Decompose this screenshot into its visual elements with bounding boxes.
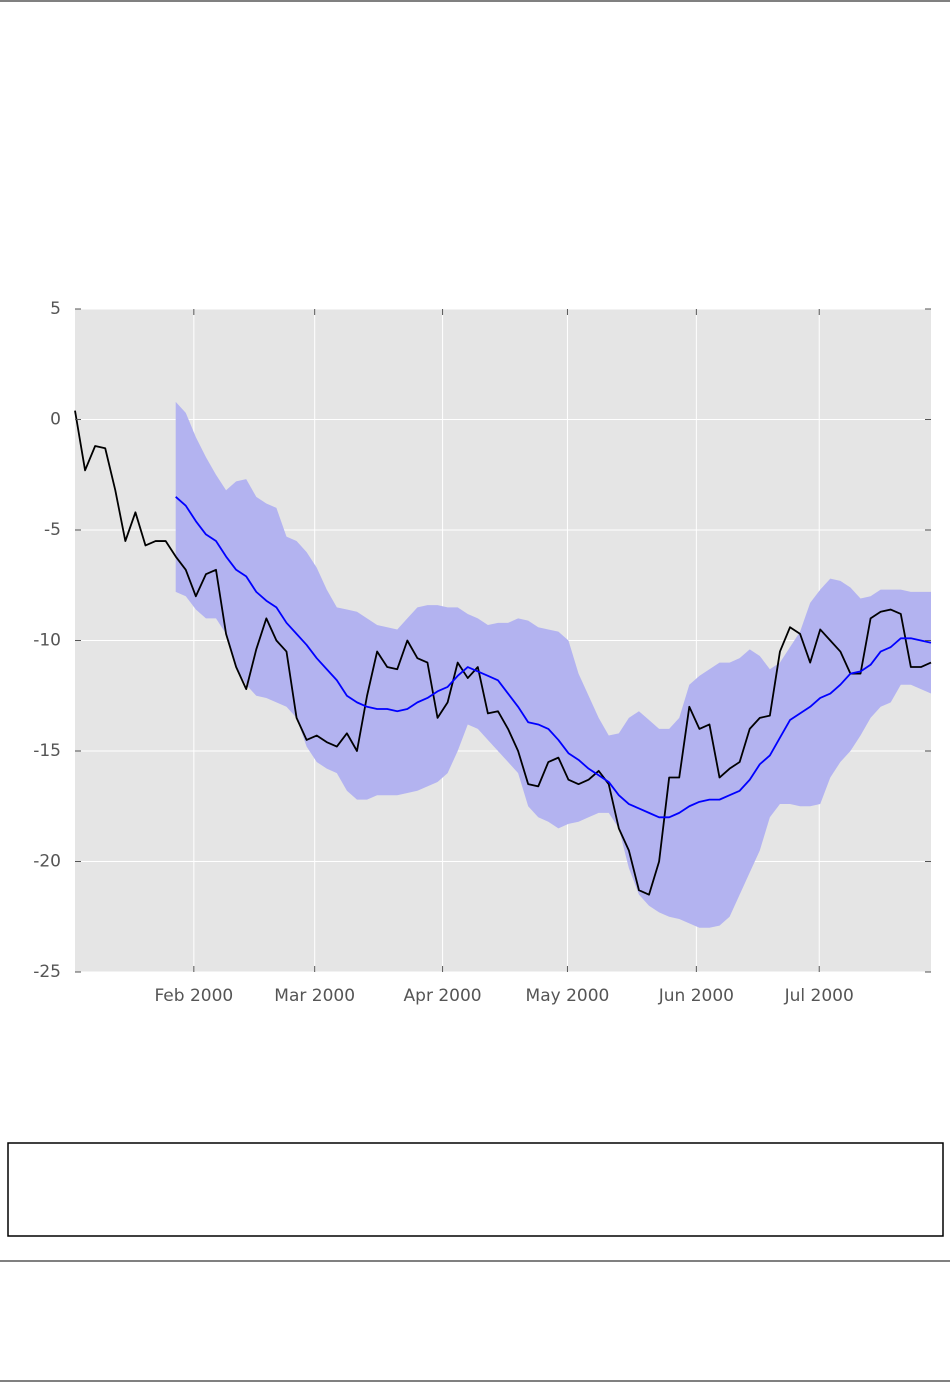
x-tick-label: Jun 2000	[658, 986, 734, 1006]
y-tick-label: 5	[50, 299, 61, 319]
x-tick-label: Jul 2000	[784, 986, 854, 1006]
band-area	[175, 401, 932, 928]
series-line	[175, 496, 932, 819]
x-tick-label: Mar 2000	[274, 986, 355, 1006]
x-tick-label: Apr 2000	[404, 986, 482, 1006]
x-tick-label: May 2000	[526, 986, 610, 1006]
y-tick-label: -20	[33, 852, 61, 872]
y-tick-label: -15	[33, 741, 61, 761]
y-tick-label: 0	[50, 410, 61, 430]
y-tick-label: -10	[33, 631, 61, 651]
y-tick-label: -25	[33, 962, 61, 982]
x-tick-label: Feb 2000	[154, 986, 233, 1006]
series-line	[74, 410, 932, 896]
empty-box	[7, 1142, 944, 1237]
y-tick-label: -5	[44, 520, 61, 540]
